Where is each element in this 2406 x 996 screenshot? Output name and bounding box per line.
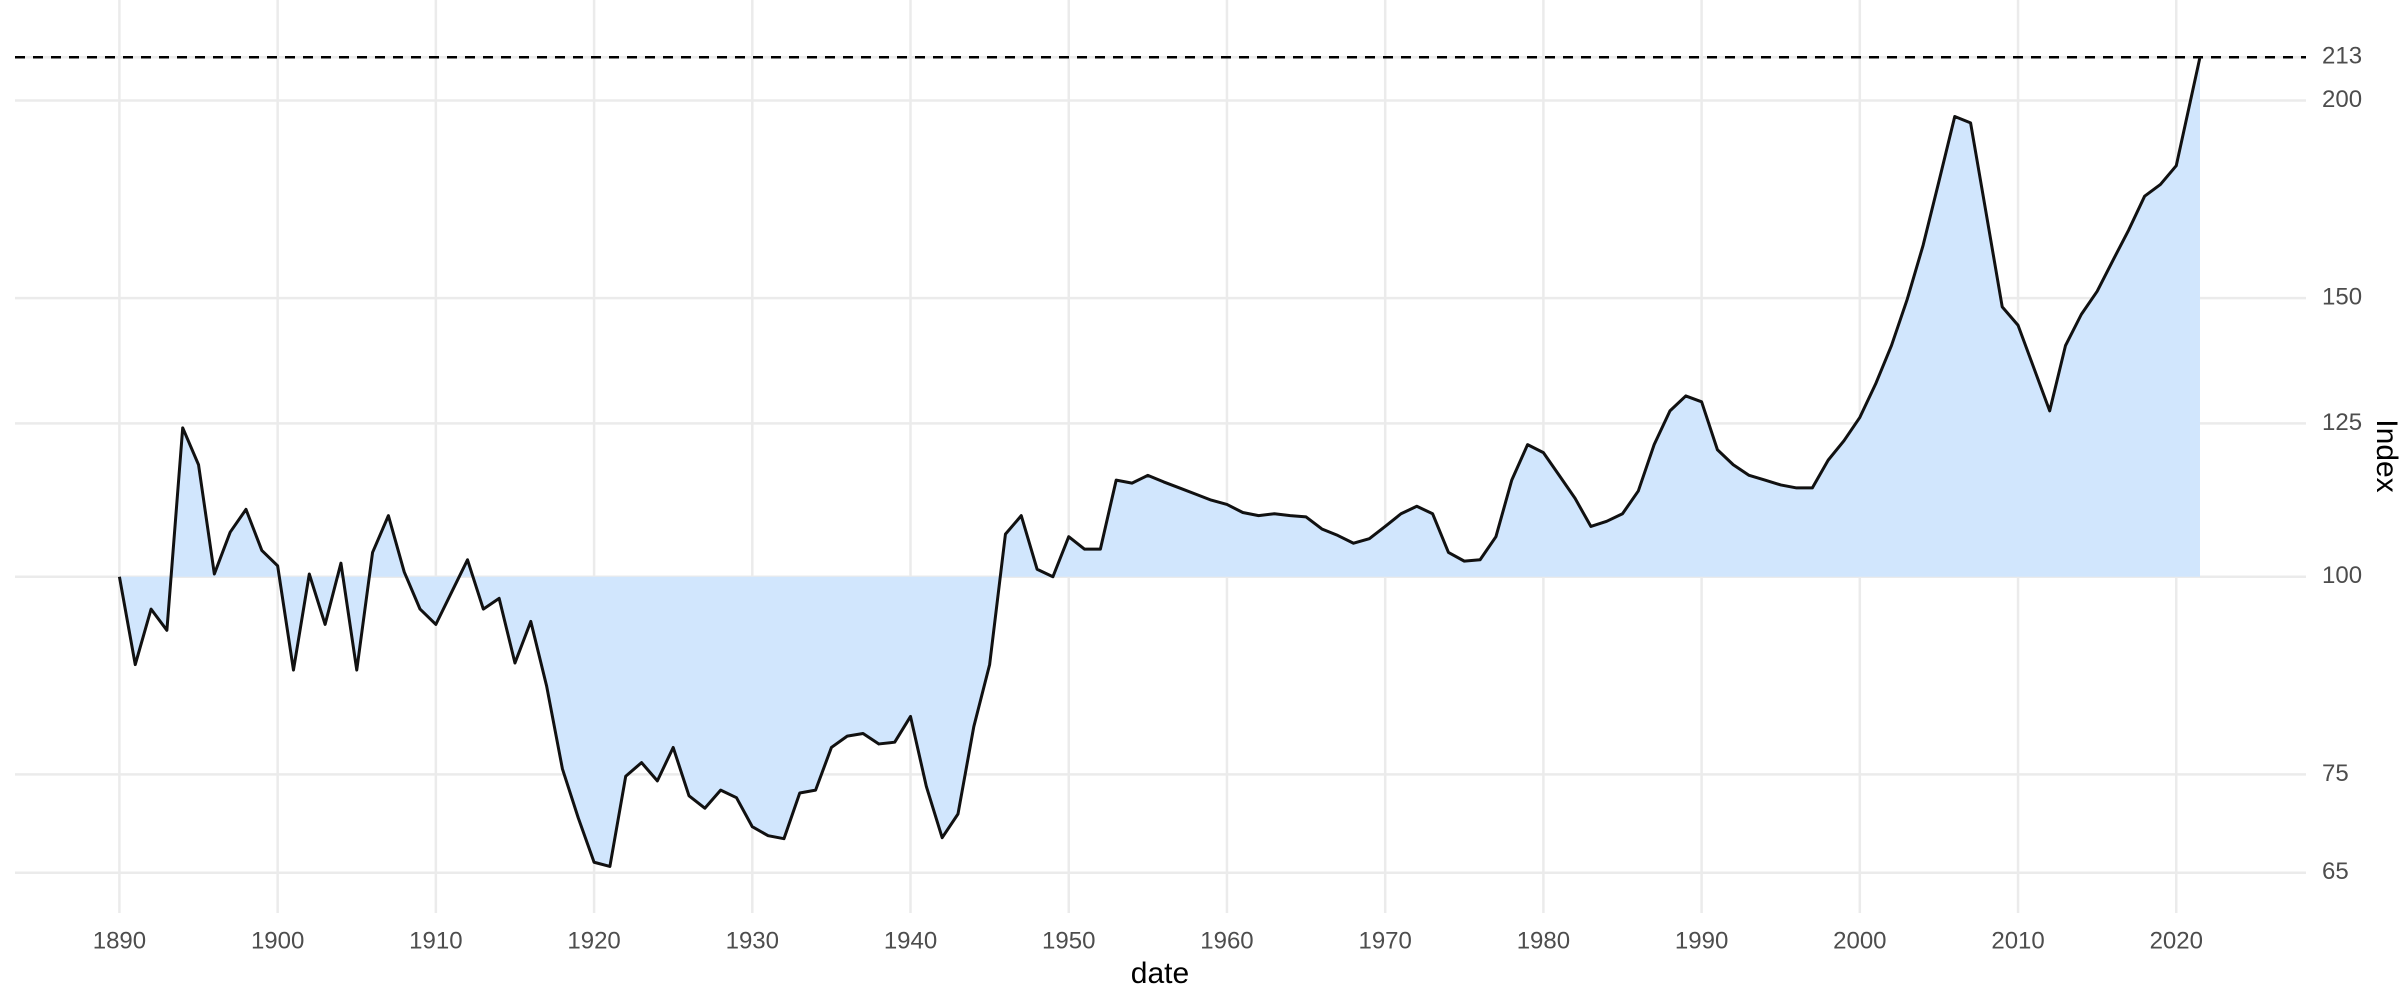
x-tick-label: 1900 [251,927,304,954]
x-tick-label: 1910 [409,927,462,954]
y-axis-title: Index [2370,419,2403,492]
x-tick-label: 1990 [1675,927,1728,954]
y-tick-label: 200 [2322,86,2362,113]
line [117,56,2202,868]
x-tick-label: 1970 [1358,927,1411,954]
area [119,57,2200,867]
x-tick-label: 1980 [1517,927,1570,954]
y-tick-label: 125 [2322,409,2362,436]
x-tick-label: 2010 [1991,927,2044,954]
y-tick-label: 100 [2322,562,2362,589]
x-tick-label: 1960 [1200,927,1253,954]
y-tick-label: 150 [2322,284,2362,311]
x-tick-label: 1890 [93,927,146,954]
y-tick-label: 65 [2322,858,2349,885]
y-tick-label: 213 [2322,43,2362,70]
x-tick-label: 1950 [1042,927,1095,954]
x-tick-label: 2020 [2150,927,2203,954]
x-tick-label: 1940 [884,927,937,954]
x-tick-label: 1930 [726,927,779,954]
x-tick-label: 2000 [1833,927,1886,954]
x-tick-label: 1920 [567,927,620,954]
y-tick-label: 75 [2322,760,2349,787]
x-axis-title: date [1131,957,1189,990]
